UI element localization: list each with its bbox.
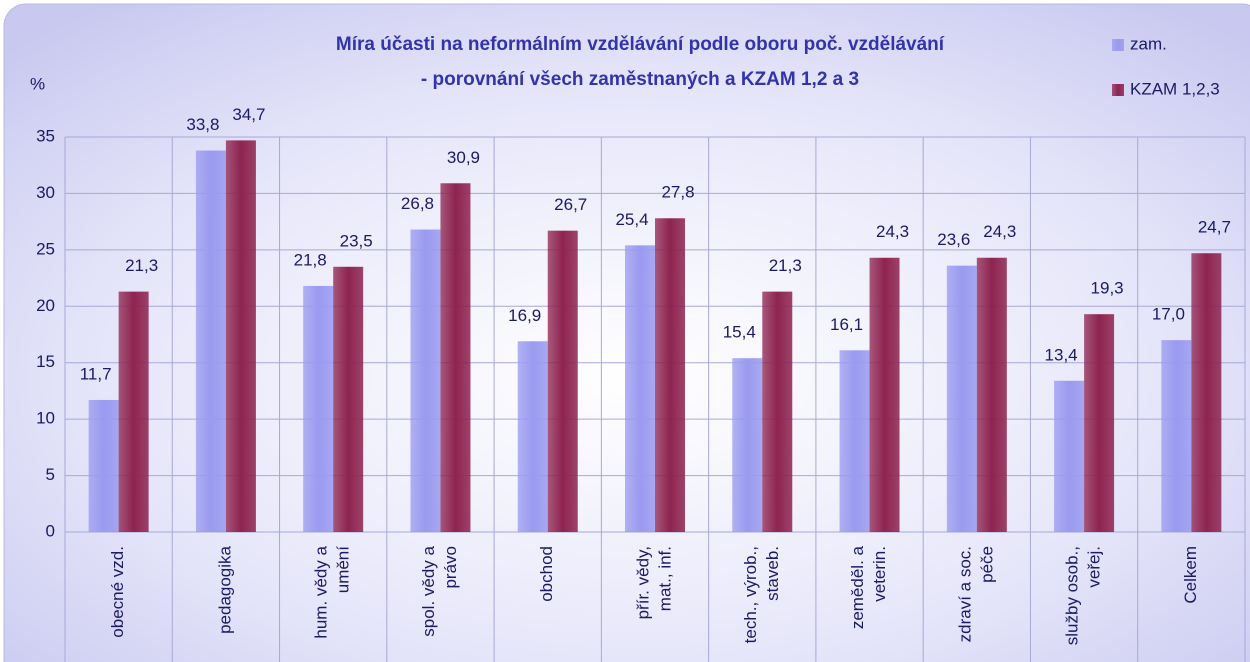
y-tick-label: 5 — [46, 465, 55, 484]
data-label: 21,3 — [769, 256, 802, 275]
x-tick-label: péče — [977, 546, 996, 583]
data-label: 25,4 — [615, 210, 648, 229]
data-label: 13,4 — [1045, 345, 1078, 364]
x-tick-label: obecné vzd. — [108, 546, 127, 638]
legend-label: KZAM 1,2,3 — [1130, 79, 1220, 98]
y-tick-label: 15 — [36, 352, 55, 371]
bar — [118, 291, 149, 532]
x-tick-label: obchod — [537, 546, 556, 602]
x-tick-label: veřej. — [1085, 546, 1104, 588]
bar — [1161, 340, 1192, 532]
chart-title: Míra účasti na neformálním vzdělávání po… — [336, 34, 945, 55]
y-tick-label: 20 — [36, 296, 55, 315]
data-label: 24,3 — [876, 222, 909, 241]
x-tick-label: hum. vědy a — [312, 545, 331, 638]
y-axis-label: % — [30, 74, 45, 93]
data-label: 16,1 — [830, 315, 863, 334]
data-label: 19,3 — [1091, 279, 1124, 298]
bar — [547, 230, 578, 532]
chart-title: - porovnání všech zaměstnaných a KZAM 1,… — [421, 69, 859, 90]
data-label: 24,7 — [1198, 218, 1231, 237]
data-label: 27,8 — [661, 183, 694, 202]
bar — [225, 140, 256, 532]
bar — [1191, 253, 1222, 532]
x-tick-label: právo — [441, 546, 460, 589]
y-tick-label: 10 — [36, 409, 55, 428]
data-label: 11,7 — [80, 364, 112, 383]
bar — [762, 291, 793, 532]
x-tick-label: spol. vědy a — [419, 545, 438, 636]
x-tick-label: mat., inf. — [655, 546, 674, 611]
bar — [976, 257, 1007, 532]
x-tick-label: veterin. — [870, 546, 889, 602]
data-label: 16,9 — [508, 306, 541, 325]
x-tick-label: služby osob., — [1063, 546, 1082, 645]
x-tick-label: tech., výrob., — [741, 546, 760, 643]
bar — [869, 257, 900, 532]
data-label: 21,3 — [125, 256, 158, 275]
data-label: 21,8 — [294, 250, 327, 269]
legend-label: zam. — [1130, 34, 1167, 53]
y-tick-label: 30 — [36, 183, 55, 202]
data-label: 17,0 — [1152, 305, 1185, 324]
data-label: 23,6 — [937, 230, 970, 249]
legend-swatch — [1112, 39, 1124, 51]
bar — [839, 350, 870, 532]
data-label: 24,3 — [983, 222, 1016, 241]
data-label: 30,9 — [447, 148, 480, 167]
bar — [333, 266, 364, 532]
x-tick-label: Celkem — [1181, 546, 1200, 604]
y-tick-label: 35 — [36, 126, 55, 145]
x-tick-label: umění — [334, 546, 353, 594]
bar — [1084, 314, 1115, 532]
bar — [946, 265, 977, 532]
y-tick-label: 0 — [46, 521, 55, 540]
bar — [732, 358, 763, 532]
data-label: 34,7 — [232, 105, 265, 124]
data-label: 33,8 — [186, 115, 219, 134]
bar — [303, 285, 334, 532]
bar — [88, 399, 119, 532]
data-label: 15,4 — [723, 323, 756, 342]
bar — [410, 229, 441, 533]
bar — [517, 341, 548, 532]
x-tick-label: pedagogika — [215, 545, 234, 633]
x-tick-label: zdraví a soc. — [955, 546, 974, 642]
bar — [1054, 380, 1085, 532]
bar — [625, 245, 655, 533]
y-tick-label: 25 — [36, 239, 55, 258]
bar — [440, 183, 471, 532]
bar — [195, 150, 226, 533]
data-label: 23,5 — [340, 231, 373, 250]
x-tick-label: staveb. — [763, 546, 782, 601]
data-label: 26,8 — [401, 194, 434, 213]
bar — [655, 218, 685, 532]
x-tick-label: přír. vědy, — [633, 546, 652, 619]
data-label: 26,7 — [554, 195, 587, 214]
legend-swatch — [1112, 84, 1124, 96]
x-tick-label: zeměděl. a — [848, 545, 867, 629]
